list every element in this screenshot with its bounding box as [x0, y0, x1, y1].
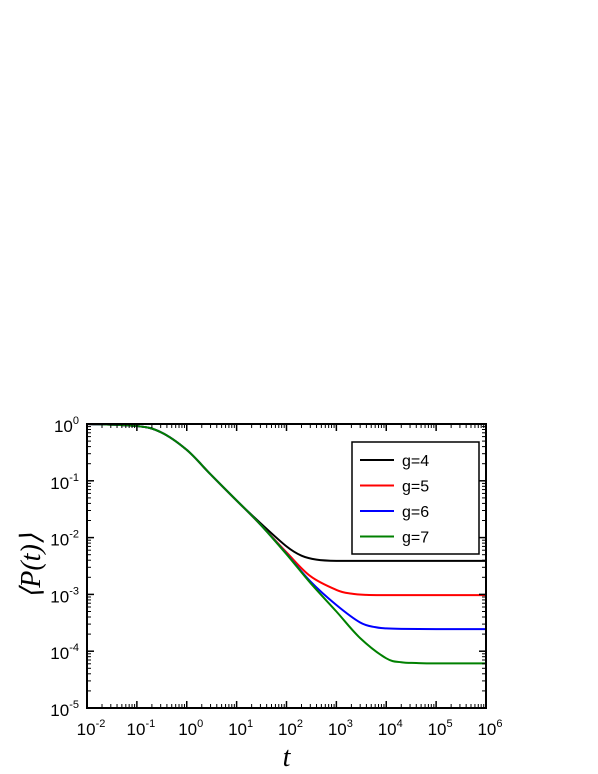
y-tick-label: 10-5: [50, 699, 79, 720]
legend-label-g=4: g=4: [402, 453, 429, 470]
legend: g=4 g=5 g=6 g=7: [351, 441, 480, 555]
series-layer: [86, 423, 487, 665]
ticks-layer: [86, 423, 487, 709]
tick-labels: 10-2 10-1 100 101 102 103 104 105 106 100 10-1 10-2…: [50, 415, 502, 739]
x-tick-label: 103: [328, 718, 353, 739]
x-tick-label: 10-2: [77, 718, 106, 739]
x-tick-label: 102: [278, 718, 303, 739]
y-tick-label: 10-2: [50, 529, 79, 550]
x-tick-label: 10-1: [127, 718, 156, 739]
x-tick-label: 105: [428, 718, 453, 739]
y-axis-title: ⟨P(t)⟩: [16, 533, 47, 598]
x-tick-label: 100: [178, 718, 203, 739]
y-tick-label: 10-4: [50, 642, 79, 663]
legend-label-g=7: g=7: [402, 530, 429, 547]
legend-label-g=6: g=6: [402, 504, 429, 521]
y-tick-label: 100: [54, 415, 79, 436]
series-line-g=7: [86, 423, 487, 665]
y-tick-label: 10-3: [50, 585, 79, 606]
x-tick-label: 104: [378, 718, 403, 739]
legend-label-g=5: g=5: [402, 479, 429, 496]
x-tick-label: 106: [477, 718, 502, 739]
y-tick-label: 10-1: [50, 472, 79, 493]
x-axis-title: t: [283, 742, 292, 773]
x-tick-label: 101: [228, 718, 253, 739]
